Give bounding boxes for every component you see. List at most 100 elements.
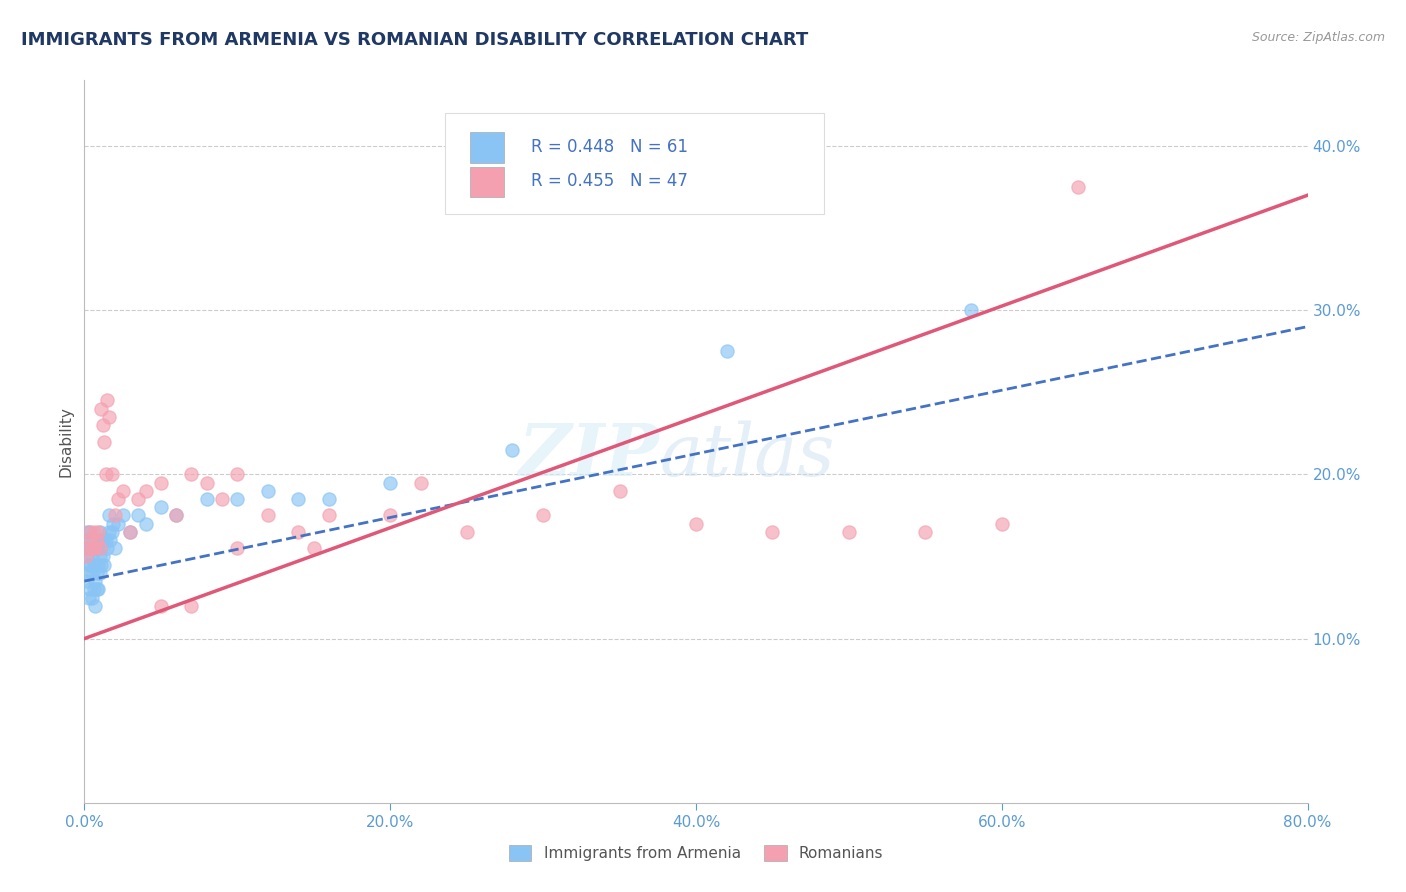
Point: [87, 582, 110, 597]
Point: [101, 524, 124, 539]
Point: [111, 483, 134, 498]
Point: [716, 344, 738, 359]
Text: R = 0.448   N = 61: R = 0.448 N = 61: [531, 138, 688, 156]
Point: [90, 401, 112, 416]
Point: [77, 558, 100, 572]
Point: [127, 491, 149, 506]
Point: [87, 524, 110, 539]
Point: [79, 582, 101, 597]
Point: [195, 475, 218, 490]
Point: [180, 599, 202, 613]
Point: [84, 599, 107, 613]
Point: [1067, 180, 1090, 194]
Point: [120, 524, 142, 539]
Point: [226, 541, 249, 556]
Point: [83, 582, 105, 597]
Point: [211, 491, 233, 506]
Point: [86, 541, 108, 556]
Point: [80, 591, 103, 605]
Point: [83, 524, 105, 539]
Point: [149, 500, 172, 515]
Point: [104, 508, 127, 523]
Point: [77, 524, 100, 539]
Point: [257, 483, 280, 498]
Point: [79, 533, 101, 547]
Point: [84, 541, 107, 556]
Point: [149, 475, 172, 490]
Point: [77, 591, 100, 605]
Point: [93, 533, 115, 547]
Point: [960, 303, 983, 318]
Point: [914, 524, 936, 539]
Point: [120, 524, 142, 539]
Point: [89, 524, 111, 539]
Point: [94, 533, 117, 547]
FancyBboxPatch shape: [446, 112, 824, 214]
Point: [96, 541, 118, 556]
Point: [89, 541, 111, 556]
Point: [107, 491, 129, 506]
Point: [111, 508, 134, 523]
Point: [86, 582, 108, 597]
Point: [89, 566, 111, 580]
Point: [83, 558, 105, 572]
Point: [84, 558, 107, 572]
Point: [101, 467, 124, 482]
Point: [97, 524, 120, 539]
Point: [135, 483, 157, 498]
Point: [91, 549, 114, 564]
Point: [84, 541, 107, 556]
Point: [195, 491, 218, 506]
Point: [838, 524, 860, 539]
Point: [502, 442, 524, 457]
Point: [86, 566, 108, 580]
FancyBboxPatch shape: [470, 167, 503, 197]
Point: [135, 516, 157, 531]
Point: [90, 541, 112, 556]
Point: [257, 508, 280, 523]
Point: [149, 599, 172, 613]
Text: R = 0.455   N = 47: R = 0.455 N = 47: [531, 172, 688, 190]
Point: [90, 558, 112, 572]
Point: [226, 491, 249, 506]
Point: [165, 508, 187, 523]
Point: [318, 491, 340, 506]
Text: Source: ZipAtlas.com: Source: ZipAtlas.com: [1251, 31, 1385, 45]
Point: [87, 558, 110, 572]
Point: [89, 549, 111, 564]
Point: [96, 393, 118, 408]
Point: [80, 549, 103, 564]
Point: [107, 516, 129, 531]
Point: [226, 467, 249, 482]
Point: [93, 434, 115, 449]
Point: [991, 516, 1014, 531]
Point: [75, 549, 97, 564]
Point: [97, 409, 120, 424]
Point: [79, 524, 101, 539]
Point: [94, 467, 117, 482]
Point: [91, 533, 114, 547]
Point: [531, 508, 554, 523]
Point: [83, 541, 105, 556]
Point: [76, 549, 98, 564]
Point: [380, 508, 402, 523]
Point: [165, 508, 187, 523]
Point: [97, 508, 120, 523]
Point: [127, 508, 149, 523]
Point: [302, 541, 325, 556]
Point: [180, 467, 202, 482]
Point: [318, 508, 340, 523]
Point: [79, 541, 101, 556]
FancyBboxPatch shape: [470, 132, 503, 162]
Point: [86, 533, 108, 547]
Text: atlas: atlas: [659, 421, 835, 491]
Point: [93, 558, 115, 572]
Point: [77, 533, 100, 547]
Point: [80, 541, 103, 556]
Point: [104, 541, 127, 556]
Point: [685, 516, 707, 531]
Point: [80, 566, 103, 580]
Point: [75, 566, 97, 580]
Legend: Immigrants from Armenia, Romanians: Immigrants from Armenia, Romanians: [502, 839, 890, 867]
Text: IMMIGRANTS FROM ARMENIA VS ROMANIAN DISABILITY CORRELATION CHART: IMMIGRANTS FROM ARMENIA VS ROMANIAN DISA…: [21, 31, 808, 49]
